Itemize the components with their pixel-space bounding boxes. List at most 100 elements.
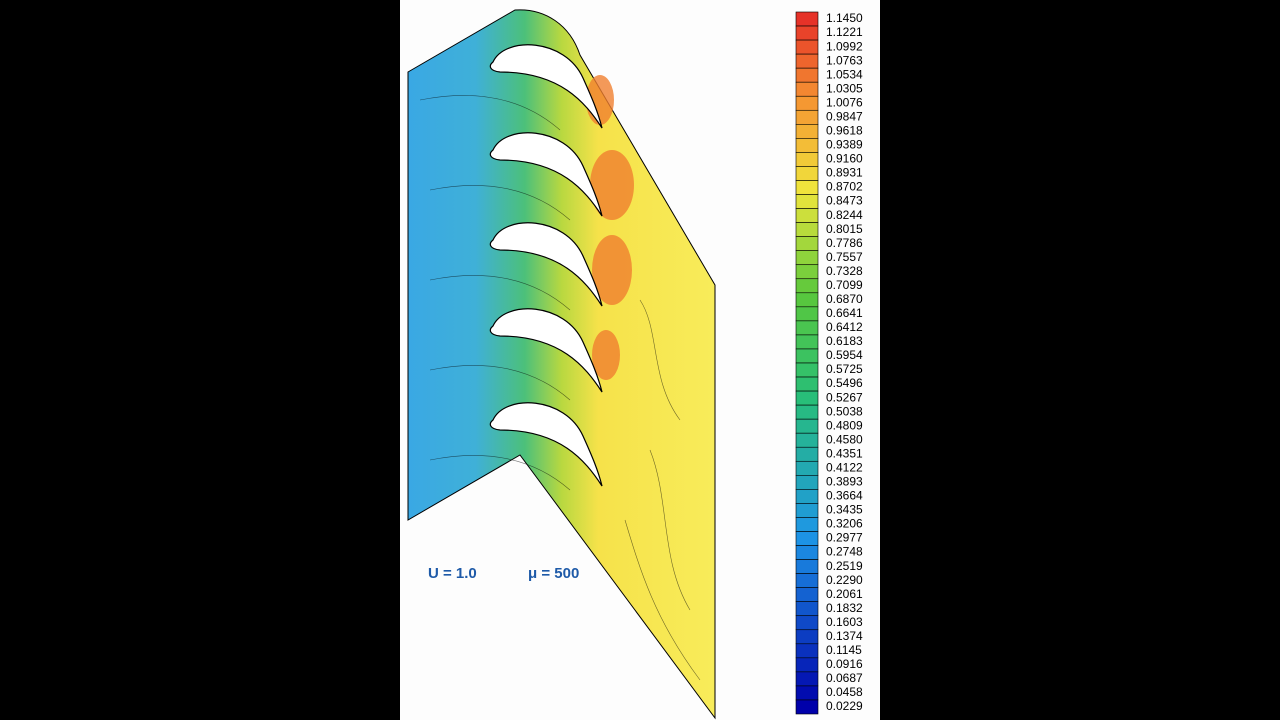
colorbar-label: 0.4809 [826,418,863,432]
colorbar-label: 0.4351 [826,446,863,460]
colorbar-swatch [795,489,819,504]
colorbar-label: 1.0992 [826,39,863,53]
colorbar-label: 0.6641 [826,306,863,320]
colorbar-swatch [795,67,819,83]
velocity-note: U = 1.0 [428,565,477,582]
colorbar-swatch [795,545,819,560]
colorbar-label: 0.0458 [826,685,863,699]
colorbar-label: 0.1832 [826,601,863,615]
colorbar-label: 1.1221 [826,25,863,39]
colorbar-swatch [795,166,819,181]
colorbar-label: 1.0763 [826,53,863,67]
colorbar-label: 0.7099 [826,278,863,292]
colorbar-swatch [795,517,819,532]
colorbar-label: 0.0229 [826,699,863,713]
colorbar-swatch [795,432,819,448]
colorbar-label: 0.6183 [826,334,863,348]
colorbar-label: 0.2519 [826,559,863,573]
colorbar-swatch [795,250,819,266]
colorbar-label: 1.0076 [826,95,863,109]
colorbar-label: 0.3664 [826,489,863,503]
colorbar-label: 0.2748 [826,545,863,559]
colorbar-swatch [795,334,819,350]
colorbar-label: 0.5725 [826,362,863,376]
colorbar-label: 0.8473 [826,194,863,208]
colorbar-label: 0.4580 [826,432,863,446]
colorbar-label: 0.7557 [826,250,863,264]
colorbar-swatch [795,152,819,167]
colorbar-swatch [795,460,819,476]
colorbar-swatch [795,124,819,139]
colorbar-swatch [795,390,819,406]
colorbar-swatch [795,194,819,209]
colorbar-swatch [795,180,819,195]
colorbar-label: 0.5267 [826,390,863,404]
colorbar-label: 0.2290 [826,573,863,587]
colorbar-swatch [795,475,819,490]
colorbar-swatch [795,109,819,125]
colorbar-label: 0.1145 [826,643,862,657]
colorbar-swatch [795,685,819,701]
colorbar-label: 0.0916 [826,657,863,671]
colorbar-label: 0.7328 [826,264,863,278]
colorbar-label: 0.8244 [826,208,863,222]
colorbar-swatch [795,11,819,27]
colorbar-swatch [795,573,819,588]
colorbar-swatch [795,615,819,631]
colorbar-label: 0.1374 [826,629,863,643]
colorbar-swatch [795,236,819,251]
colorbar-label: 1.0534 [826,67,863,81]
colorbar-label: 1.1450 [826,11,863,25]
colorbar-label: 0.6412 [826,320,863,334]
colorbar-label: 0.7786 [826,236,863,250]
colorbar-swatch [795,587,819,602]
colorbar-swatch [795,306,819,322]
colorbar-label: 0.2061 [826,587,863,601]
colorbar-swatch [795,278,819,294]
colorbar-label: 0.8015 [826,222,863,236]
colorbar-label: 0.3206 [826,517,863,531]
colorbar-swatch [795,208,819,223]
colorbar-swatch [795,503,819,518]
colorbar-label: 0.8702 [826,180,863,194]
colorbar-swatch [795,657,819,673]
colorbar-swatch [795,320,819,336]
colorbar-swatch [795,264,819,280]
colorbar-swatch [795,25,819,41]
colorbar-label: 0.2977 [826,531,863,545]
colorbar-swatch [795,559,819,574]
colorbar-swatch [795,418,819,434]
colorbar-swatch [795,81,819,97]
colorbar-label: 0.8931 [826,166,863,180]
colorbar-label: 0.9160 [826,152,863,166]
colorbar-label: 0.1603 [826,615,863,629]
colorbar-swatch [795,629,819,645]
colorbar-swatch [795,643,819,659]
colorbar-label: 0.9618 [826,124,863,138]
colorbar-swatch [795,531,819,546]
colorbar-swatch [795,404,819,420]
colorbar-swatch [795,362,819,378]
colorbar-label: 0.3435 [826,503,863,517]
colorbar-label: 0.5038 [826,404,863,418]
colorbar-swatch [795,601,819,617]
viscosity-note: μ = 500 [528,565,579,582]
colorbar-label: 0.9389 [826,138,863,152]
flow-field [407,9,716,720]
colorbar-label: 0.0687 [826,671,863,685]
colorbar-label: 0.3893 [826,475,863,489]
colorbar-label: 0.4122 [826,460,863,474]
colorbar-swatch [795,348,819,364]
colorbar-label: 0.6870 [826,292,863,306]
colorbar-swatch [795,292,819,308]
colorbar: 1.14501.12211.09921.07631.05341.03051.00… [795,11,863,715]
colorbar-swatch [795,53,819,69]
colorbar-label: 0.5954 [826,348,863,362]
colorbar-label: 1.0305 [826,81,863,95]
colorbar-swatch [795,95,819,111]
colorbar-label: 0.9847 [826,109,863,123]
colorbar-swatch [795,671,819,687]
colorbar-swatch [795,699,819,715]
